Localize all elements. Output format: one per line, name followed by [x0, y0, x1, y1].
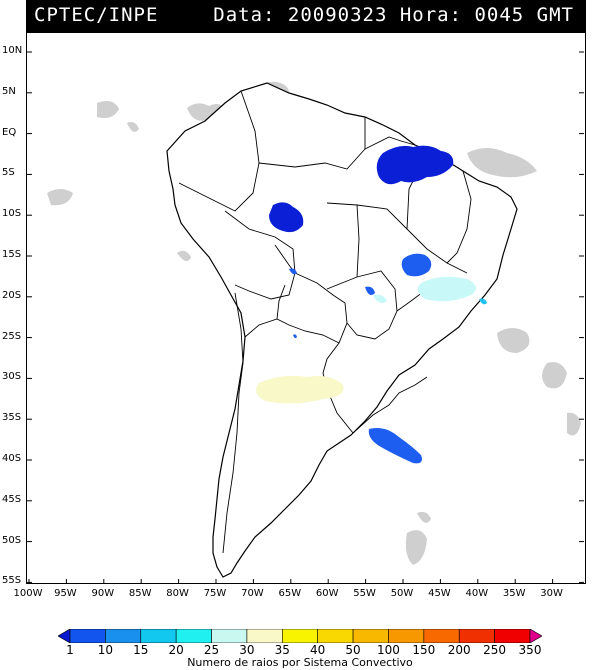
convective-systems[interactable] — [256, 145, 487, 464]
system-goias[interactable] — [401, 253, 432, 277]
latitude-tick-label: 15S — [2, 249, 22, 260]
latitude-tick-label: 25S — [2, 330, 22, 342]
colorbar-tick-label: 35 — [274, 643, 290, 657]
colorbar-tick-label: 350 — [518, 643, 542, 657]
longitude-tick-label: 40W — [465, 588, 489, 599]
latitude-tick-label: 5N — [2, 85, 16, 97]
cloud-patch — [467, 148, 537, 178]
colorbar-swatch — [246, 629, 283, 643]
colorbar-tick-label: 250 — [483, 643, 507, 657]
system-minor-2 — [365, 286, 375, 295]
colorbar-tick-label: 15 — [133, 643, 149, 657]
longitude-tick-label: 90W — [91, 588, 115, 599]
longitude-tick-label: 80W — [166, 588, 189, 599]
system-minas[interactable] — [417, 276, 477, 302]
longitude-tick-label: 75W — [203, 588, 227, 599]
colorbar-swatch — [423, 629, 460, 643]
system-minor-3 — [373, 294, 387, 303]
colorbar-swatch — [282, 629, 318, 643]
cloud-patch — [97, 101, 119, 118]
cloud-patch — [542, 362, 567, 389]
latitude-tick-label: 40S — [2, 453, 22, 464]
cloud-patch — [497, 328, 530, 353]
latitude-tick-label: 35S — [2, 412, 22, 424]
map-canvas[interactable] — [27, 33, 586, 584]
longitude-tick-label: 45W — [428, 588, 451, 599]
header-bar: CPTEC/INPE Data: 20090323 Hora: 0045 GMT — [26, 0, 586, 32]
header-source: CPTEC/INPE — [34, 4, 159, 26]
colorbar-swatch — [458, 629, 495, 643]
colorbar-swatch — [317, 629, 354, 643]
colorbar-swatch — [352, 629, 389, 643]
south-america-landmass — [166, 82, 518, 578]
longitude-tick-label: 100W — [13, 588, 43, 599]
colorbar-swatch — [140, 629, 177, 643]
colorbar-swatch — [388, 629, 425, 643]
colorbar-swatch — [211, 629, 248, 643]
colorbar — [58, 629, 542, 643]
colorbar-swatch — [494, 629, 531, 643]
colorbar-tick-label: 200 — [447, 643, 471, 657]
latitude-tick-label: 50S — [2, 534, 22, 546]
colorbar-swatch — [105, 629, 142, 643]
longitude-tick-label: 35W — [502, 588, 526, 599]
cloud-patch — [405, 530, 427, 565]
cloud-patch — [177, 250, 191, 262]
colorbar-swatch — [175, 629, 212, 643]
system-minor-1 — [289, 268, 297, 275]
latitude-tick-label: 45S — [2, 493, 22, 505]
colorbar-swatch — [69, 629, 106, 643]
colorbar-tick-label: 10 — [97, 643, 114, 657]
latitude-tick-label: 10S — [2, 208, 22, 220]
colorbar-swatch — [58, 629, 71, 643]
cloud-patch — [417, 511, 431, 523]
system-argentina[interactable] — [256, 375, 344, 404]
colorbar-caption: Numero de raios por Sistema Convectivo — [187, 656, 413, 669]
latitude-tick-label: 20S — [2, 289, 22, 301]
colorbar-tick-label: 25 — [203, 643, 220, 657]
colorbar-tick-label: 100 — [377, 643, 400, 657]
latitude-tick-label: EQ — [2, 126, 17, 138]
longitude-tick-label: 60W — [315, 588, 339, 599]
colorbar-tick-label: 20 — [168, 643, 184, 657]
grid-ticks — [27, 51, 584, 583]
longitude-tick-label: 55W — [353, 588, 376, 599]
header-datetime: Data: 20090323 Hora: 0045 GMT — [213, 4, 574, 26]
map-frame[interactable] — [26, 32, 586, 584]
longitude-tick-label: 65W — [278, 588, 302, 599]
system-atlantic[interactable] — [368, 428, 422, 464]
colorbar-tick-label: 40 — [310, 643, 326, 657]
cloud-patch — [127, 121, 139, 132]
longitude-tick-label: 50W — [390, 588, 414, 599]
cloud-patch — [567, 412, 581, 436]
system-minor-5 — [293, 334, 297, 339]
colorbar-tick-label: 1 — [66, 643, 74, 657]
system-rondonia[interactable] — [269, 202, 304, 233]
longitude-tick-label: 85W — [128, 588, 152, 599]
latitude-tick-label: 10N — [2, 45, 23, 56]
system-north-brazil[interactable] — [376, 145, 454, 185]
colorbar-tick-label: 30 — [239, 643, 255, 657]
longitude-tick-label: 30W — [540, 588, 563, 599]
system-minor-4 — [479, 298, 487, 305]
colorbar-tick-label: 150 — [412, 643, 436, 657]
colorbar-tick-label: 50 — [345, 643, 361, 657]
latitude-tick-label: 30S — [2, 371, 22, 383]
latitude-tick-label: 55S — [2, 575, 22, 587]
cloud-patch — [47, 189, 73, 206]
longitude-tick-label: 95W — [54, 588, 77, 599]
latitude-tick-label: 5S — [2, 167, 15, 179]
longitude-tick-label: 70W — [241, 588, 264, 599]
colorbar-swatch — [529, 629, 542, 643]
